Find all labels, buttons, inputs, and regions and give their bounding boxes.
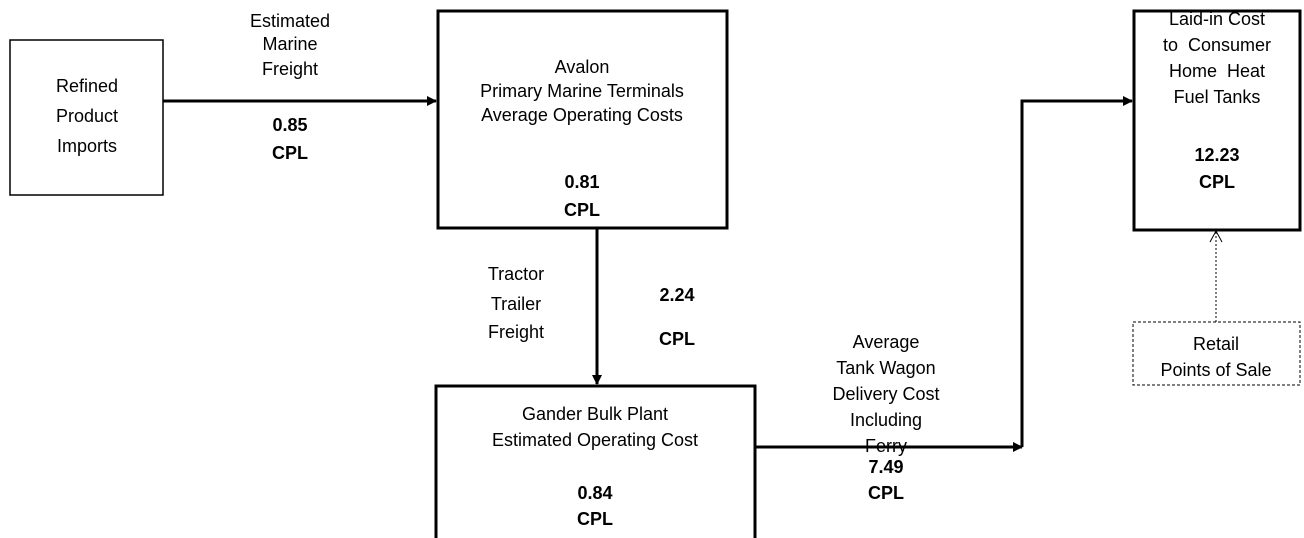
node-label: Gander Bulk Plant [522,404,668,424]
box-imports [9,39,164,196]
node-label: Primary Marine Terminals [480,81,684,101]
cost-unit: CPL [564,200,600,220]
node-label: Avalon [555,57,610,77]
node-label: Home Heat [1169,61,1265,81]
cost-value: 0.84 [577,483,612,503]
box-gander [434,384,757,538]
edge-label: Tractor [488,264,544,284]
node-label: Imports [57,136,117,156]
node-label: Product [56,106,118,126]
cost-unit: CPL [868,483,904,503]
edge-label: Including [850,410,922,430]
edge-label: Estimated [250,11,330,31]
arrow [1020,96,1133,447]
node-label: Points of Sale [1160,360,1271,380]
edge-label: Tank Wagon [836,358,935,378]
cost-unit: CPL [1199,172,1235,192]
node-label: to Consumer [1163,35,1271,55]
node-label: Fuel Tanks [1174,87,1261,107]
cost-value: 0.85 [272,115,307,135]
node-label: Laid-in Cost [1169,9,1265,29]
cost-value: 12.23 [1194,145,1239,165]
box-laid-in [1132,9,1302,232]
edge-label: Freight [262,59,318,79]
cost-unit: CPL [272,143,308,163]
cost-unit: CPL [577,509,613,529]
edge-label: Freight [488,322,544,342]
node-label: Refined [56,76,118,96]
edge-label: Ferry [865,436,907,456]
cost-value: 0.81 [564,172,599,192]
node-label: Estimated Operating Cost [492,430,698,450]
node-label: Retail [1193,334,1239,354]
node-label: Average Operating Costs [481,105,683,125]
arrow-head [1209,229,1223,243]
cost-value: 2.24 [659,285,694,305]
edge-label: Average [853,332,920,352]
cost-value: 7.49 [868,457,903,477]
edge-label: Trailer [491,294,541,314]
cost-unit: CPL [659,329,695,349]
edge-label: Marine [262,34,317,54]
edge-label: Delivery Cost [832,384,939,404]
box-avalon [436,9,729,230]
